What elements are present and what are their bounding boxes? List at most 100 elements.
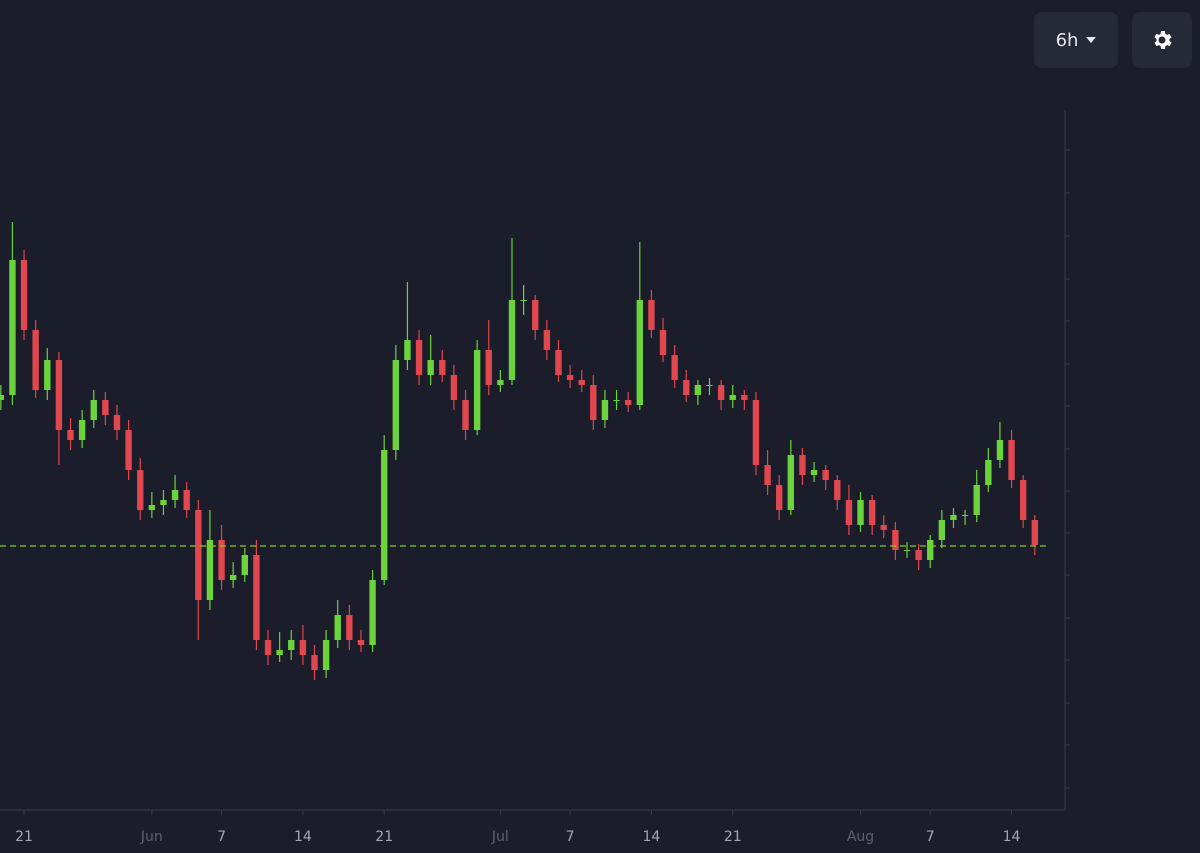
interval-label: 6h	[1055, 29, 1079, 51]
candle-body	[810, 470, 818, 475]
candle-body	[578, 380, 585, 385]
x-tick-label: 21	[15, 829, 33, 845]
candle-body	[206, 540, 214, 600]
candle-body	[113, 415, 121, 430]
candle-body	[427, 360, 434, 375]
candle-body	[137, 470, 144, 510]
candle-body	[9, 260, 16, 395]
x-tick-label: 14	[1003, 829, 1021, 845]
candle-body	[532, 300, 539, 330]
candle-body	[659, 330, 667, 355]
candle-body	[624, 400, 632, 405]
candle-body	[276, 650, 283, 655]
interval-button[interactable]: 6h	[1034, 12, 1118, 68]
candle-body	[799, 455, 806, 475]
candle-body	[473, 350, 481, 430]
candle-body	[845, 500, 853, 525]
candle-body	[752, 400, 760, 465]
candle-body	[160, 500, 167, 505]
candle-body	[613, 400, 620, 401]
candle-body	[822, 470, 829, 480]
candle-body	[148, 505, 156, 510]
candle-body	[787, 455, 795, 510]
candle-body	[32, 330, 39, 390]
candle-body	[497, 380, 504, 385]
candle-body	[439, 360, 446, 375]
candle-body	[694, 385, 702, 395]
x-tick-label: 7	[566, 829, 575, 845]
candle-body	[671, 355, 678, 380]
candle-body	[392, 360, 400, 450]
candle-body	[55, 360, 63, 430]
x-tick-label: 14	[294, 829, 312, 845]
candle-body	[381, 450, 388, 580]
candle-body	[834, 480, 841, 500]
candle-body	[357, 640, 365, 645]
candle-body	[241, 555, 248, 575]
candle-body	[590, 385, 597, 420]
candle-body	[78, 420, 86, 440]
candle-body	[171, 490, 179, 500]
candle-body	[415, 340, 423, 375]
candle-body	[404, 340, 411, 360]
candle-body	[857, 500, 864, 525]
candle-body	[996, 440, 1004, 460]
x-tick-label: 21	[724, 829, 742, 845]
candle-body	[195, 510, 202, 600]
x-tick-label: Aug	[847, 829, 874, 845]
candle-body	[741, 395, 748, 400]
candle-body	[717, 385, 725, 400]
candle-body	[44, 360, 51, 390]
candle-body	[915, 550, 922, 560]
candle-body	[1019, 480, 1027, 520]
x-tick-label: 7	[217, 829, 226, 845]
candle-body	[462, 400, 469, 430]
candle-body	[892, 530, 899, 550]
candle-body	[973, 485, 980, 515]
x-tick-label: 14	[642, 829, 660, 845]
candle-body	[0, 395, 5, 400]
candle-body	[543, 330, 551, 350]
candle-body	[67, 430, 74, 440]
candle-body	[229, 575, 237, 580]
candle-body	[334, 615, 341, 640]
candle-body	[346, 615, 353, 640]
candle-body	[950, 515, 957, 520]
candle-body	[938, 520, 946, 540]
candle-body	[764, 465, 771, 485]
candle-body	[868, 500, 876, 525]
candle-body	[601, 400, 609, 420]
candle-body	[927, 540, 934, 560]
candle-body	[985, 460, 992, 485]
x-tick-label: Jun	[140, 829, 163, 845]
x-tick-label: Jul	[491, 829, 509, 845]
candle-body	[311, 655, 318, 670]
candle-body	[508, 300, 516, 380]
candle-body	[102, 400, 109, 415]
candle-body	[485, 350, 492, 385]
gear-icon	[1154, 31, 1172, 49]
candle-body	[1031, 520, 1038, 545]
candle-body	[880, 525, 887, 530]
candle-body	[322, 640, 330, 670]
candle-body	[776, 485, 783, 510]
candle-body	[566, 375, 574, 380]
candle-body	[648, 300, 655, 330]
candle-body	[253, 555, 260, 640]
candle-body	[299, 640, 307, 655]
candle-body	[683, 380, 690, 395]
candle-body	[288, 640, 295, 650]
candle-body	[729, 395, 736, 400]
candle-body	[961, 515, 969, 516]
candle-body	[90, 400, 97, 420]
dropdown-arrow	[1086, 37, 1097, 43]
candle-body	[903, 550, 911, 551]
candle-body	[520, 300, 527, 301]
candle-body	[183, 490, 190, 510]
candle-body	[636, 300, 643, 405]
x-tick-label: 7	[926, 829, 935, 845]
candle-body	[20, 260, 28, 330]
settings-button[interactable]	[1132, 12, 1192, 68]
